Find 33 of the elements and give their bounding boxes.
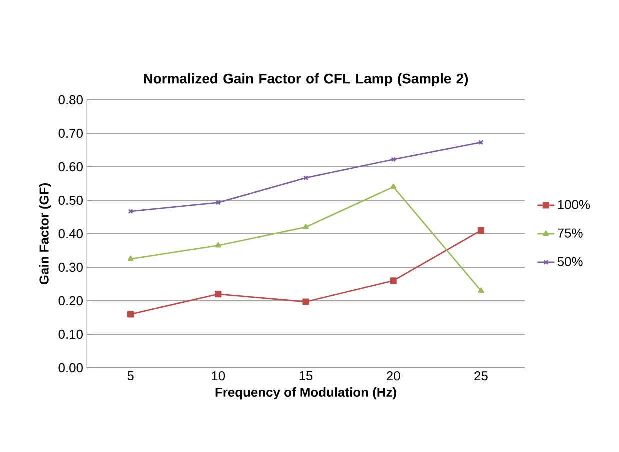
- point: [128, 311, 134, 318]
- x-tick-label: 15: [300, 372, 313, 381]
- x-tick-label: 5: [128, 372, 134, 381]
- y-tick-label: 0.60: [58, 162, 83, 172]
- legend-label: 100%: [558, 200, 590, 210]
- y-tick-label: 0.10: [58, 330, 83, 340]
- chart-title: Normalized Gain Factor of CFL Lamp (Sample 2): [144, 74, 468, 87]
- legend-label: 50%: [558, 257, 583, 266]
- y-tick-label: 0.70: [58, 128, 83, 138]
- x-axis-title: Frequency of Modulation (Hz): [216, 388, 396, 400]
- point: [128, 256, 134, 262]
- point: [303, 224, 309, 230]
- point: [391, 157, 396, 162]
- point: [302, 298, 310, 306]
- x-tick-label: 10: [212, 372, 226, 381]
- point: [215, 291, 222, 298]
- point: [303, 176, 309, 181]
- point: [478, 288, 484, 293]
- y-tick-label: 0.00: [58, 363, 83, 373]
- x-tick-label: 20: [387, 372, 400, 381]
- y-tick-label: 0.20: [58, 296, 83, 306]
- point: [390, 184, 397, 190]
- y-tick-label: 0.50: [58, 196, 83, 206]
- y-axis-title: Gain Factor (GF): [39, 184, 52, 285]
- y-tick-label: 0.80: [58, 95, 83, 105]
- x-tick-label: 25: [474, 372, 488, 381]
- point: [215, 242, 222, 248]
- point: [478, 227, 484, 234]
- point: [390, 278, 397, 284]
- y-tick-label: 0.40: [58, 229, 83, 239]
- point: [216, 200, 221, 206]
- legend-label: 75%: [558, 228, 583, 238]
- y-tick-label: 0.30: [58, 262, 83, 272]
